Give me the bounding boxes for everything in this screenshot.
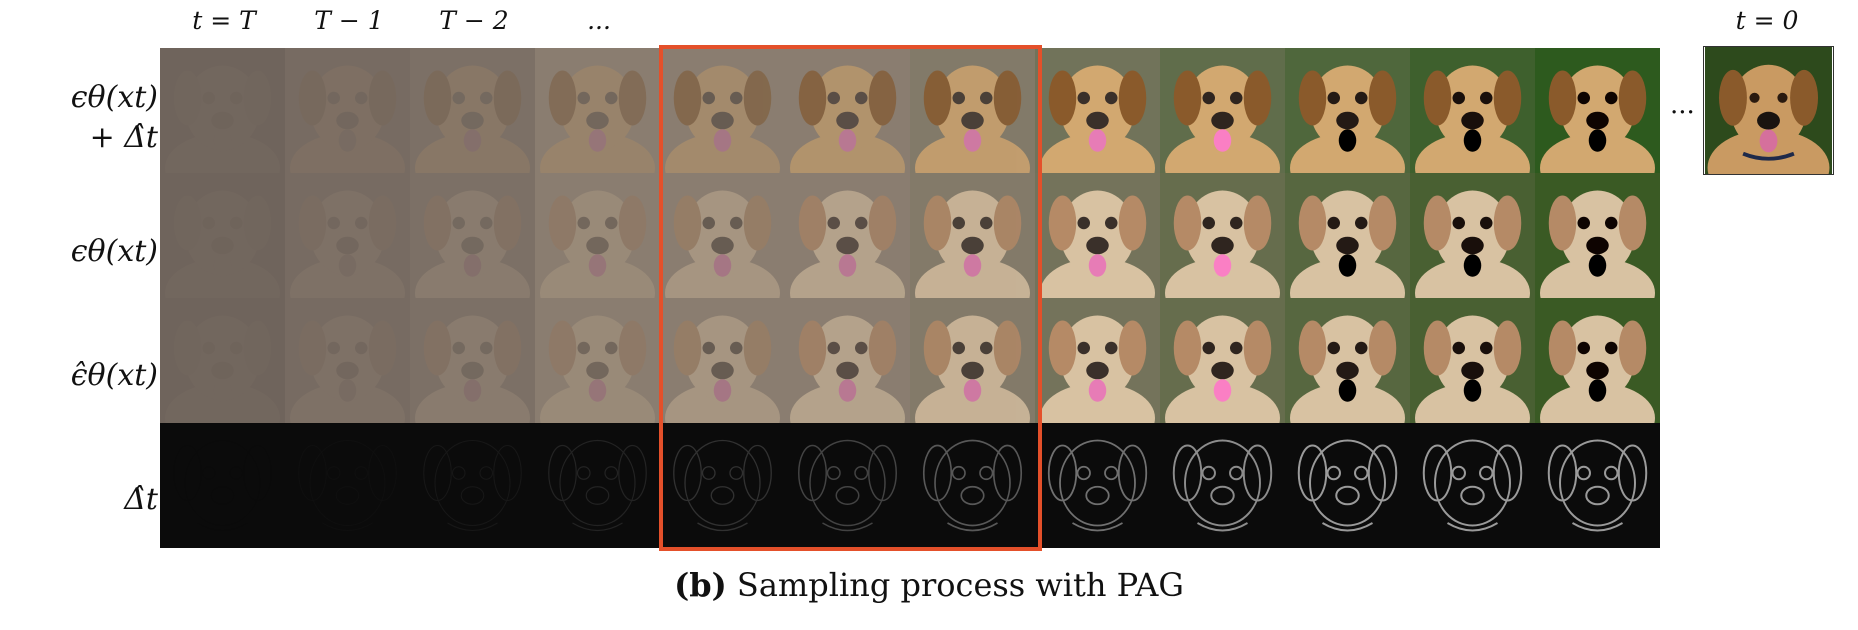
grid-cell-perturbed-9 xyxy=(1160,298,1285,423)
grid-cell-perturbed-2 xyxy=(285,298,410,423)
grid-cell-unconditional-7 xyxy=(910,173,1035,298)
grid-cell-guided-10 xyxy=(1285,48,1410,173)
grid-cell-unconditional-11 xyxy=(1410,173,1535,298)
grid-cell-delta-8 xyxy=(1035,423,1160,548)
highlight-box xyxy=(659,45,1042,551)
grid-cell-delta-4 xyxy=(535,423,660,548)
grid-cell-guided-12 xyxy=(1535,48,1660,173)
grid-cell-guided-9 xyxy=(1160,48,1285,173)
col-label-T-minus-1: T − 1 xyxy=(314,6,384,35)
caption-text: Sampling process with PAG xyxy=(736,566,1184,604)
final-dog-image xyxy=(1703,46,1834,175)
grid-cell-perturbed-6 xyxy=(785,298,910,423)
grid-cell-guided-4 xyxy=(535,48,660,173)
grid-cell-perturbed-10 xyxy=(1285,298,1410,423)
grid-cell-guided-1 xyxy=(160,48,285,173)
grid-cell-perturbed-7 xyxy=(910,298,1035,423)
grid-cell-guided-3 xyxy=(410,48,535,173)
row-label-guided-line2: + Δ̂t xyxy=(89,120,158,155)
grid-cell-perturbed-3 xyxy=(410,298,535,423)
sampling-grid xyxy=(160,48,1664,552)
row-label-perturbed: ϵ̂θ(xt) xyxy=(70,358,158,393)
grid-cell-delta-3 xyxy=(410,423,535,548)
grid-cell-delta-1 xyxy=(160,423,285,548)
grid-cell-perturbed-5 xyxy=(660,298,785,423)
grid-cell-guided-7 xyxy=(910,48,1035,173)
grid-cell-unconditional-1 xyxy=(160,173,285,298)
grid-cell-delta-7 xyxy=(910,423,1035,548)
grid-cell-unconditional-2 xyxy=(285,173,410,298)
col-label-ellipsis: ... xyxy=(587,6,611,35)
row-label-guided: ϵθ(xt) + Δ̂t xyxy=(71,78,158,158)
grid-cell-unconditional-6 xyxy=(785,173,910,298)
grid-cell-unconditional-8 xyxy=(1035,173,1160,298)
grid-cell-perturbed-4 xyxy=(535,298,660,423)
figure-caption: (b) Sampling process with PAG xyxy=(0,566,1858,604)
col-label-t-0: t = 0 xyxy=(1735,6,1799,35)
grid-cell-unconditional-12 xyxy=(1535,173,1660,298)
grid-cell-perturbed-12 xyxy=(1535,298,1660,423)
grid-cell-perturbed-11 xyxy=(1410,298,1535,423)
grid-cell-guided-6 xyxy=(785,48,910,173)
grid-cell-guided-2 xyxy=(285,48,410,173)
row-label-delta: Δ̂t xyxy=(124,482,158,517)
grid-cell-unconditional-5 xyxy=(660,173,785,298)
grid-cell-delta-12 xyxy=(1535,423,1660,548)
grid-cell-guided-11 xyxy=(1410,48,1535,173)
grid-cell-unconditional-10 xyxy=(1285,173,1410,298)
grid-cell-guided-8 xyxy=(1035,48,1160,173)
grid-cell-unconditional-4 xyxy=(535,173,660,298)
grid-cell-delta-10 xyxy=(1285,423,1410,548)
grid-cell-delta-11 xyxy=(1410,423,1535,548)
row-label-unconditional: ϵθ(xt) xyxy=(70,234,158,269)
grid-cell-unconditional-3 xyxy=(410,173,535,298)
grid-cell-delta-6 xyxy=(785,423,910,548)
final-dog-svg xyxy=(1705,47,1832,174)
col-label-T-minus-2: T − 2 xyxy=(439,6,509,35)
grid-cell-delta-9 xyxy=(1160,423,1285,548)
ellipsis-final: ... xyxy=(1670,90,1695,120)
caption-tag: (b) xyxy=(674,566,727,604)
row-label-guided-line1: ϵθ(xt) xyxy=(70,80,158,115)
grid-cell-unconditional-9 xyxy=(1160,173,1285,298)
grid-cell-delta-2 xyxy=(285,423,410,548)
grid-cell-guided-5 xyxy=(660,48,785,173)
grid-cell-delta-5 xyxy=(660,423,785,548)
grid-cell-perturbed-8 xyxy=(1035,298,1160,423)
grid-cell-perturbed-1 xyxy=(160,298,285,423)
col-label-t-T: t = T xyxy=(192,6,256,35)
